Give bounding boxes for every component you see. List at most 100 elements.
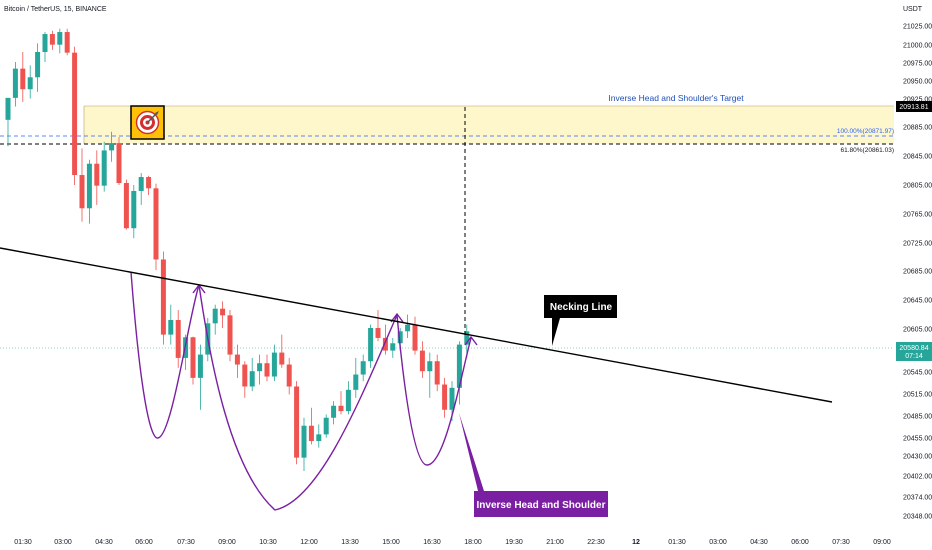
candle-body — [375, 327, 381, 338]
y-tick-label: 20430.00 — [903, 454, 932, 461]
current-price-tag: 20580.84 07:14 — [896, 342, 932, 361]
candle-body — [220, 308, 226, 316]
candle-body — [5, 97, 11, 120]
candle-body — [301, 425, 307, 458]
y-tick-label: 20975.00 — [903, 61, 932, 68]
candle-body — [442, 384, 448, 410]
x-tick-label: 01:30 — [668, 539, 686, 546]
y-tick-label: 20950.00 — [903, 79, 932, 86]
candle-body — [64, 32, 70, 53]
candle-body — [131, 190, 137, 229]
x-tick-label: 01:30 — [14, 539, 32, 546]
candle-body — [286, 364, 292, 387]
candle-body — [456, 344, 462, 388]
candle-body — [390, 343, 396, 351]
x-tick-label: 19:30 — [505, 539, 523, 546]
candle-body — [464, 331, 470, 345]
chart-title: Bitcoin / TetherUS, 15, BINANCE — [4, 6, 107, 13]
candle-body — [331, 405, 337, 418]
x-tick-label: 15:00 — [382, 539, 400, 546]
candle-body — [338, 405, 344, 412]
fib-100-label: 100.00%(20871.97) — [837, 128, 894, 135]
target-icon — [130, 105, 165, 140]
y-tick-label: 20515.00 — [903, 392, 932, 399]
x-tick-label: 06:00 — [135, 539, 153, 546]
candlestick-series — [5, 28, 470, 471]
y-tick-label: 20845.00 — [903, 154, 932, 161]
head-curve — [198, 284, 398, 511]
x-tick-label: 22:30 — [587, 539, 605, 546]
y-tick-label: 20885.00 — [903, 125, 932, 132]
right-shoulder-curve — [396, 314, 472, 466]
pattern-arrow-head-2 — [390, 312, 404, 323]
candle-body — [279, 352, 285, 365]
candle-body — [412, 324, 418, 351]
x-tick-label: 21:00 — [546, 539, 564, 546]
x-tick-label: 09:00 — [873, 539, 891, 546]
candle-body — [101, 150, 107, 186]
candle-body — [345, 389, 351, 412]
candle-body — [234, 354, 240, 365]
candle-body — [160, 259, 166, 335]
inverse-head-and-shoulders-pattern — [130, 271, 478, 511]
candle-body — [427, 361, 433, 372]
x-tick-label: 03:00 — [54, 539, 72, 546]
candle-body — [123, 183, 129, 229]
candle-body — [382, 337, 388, 351]
pattern-arrow-head-3 — [464, 335, 478, 346]
pattern-callout: Inverse Head and Shoulder — [459, 413, 608, 517]
candle-body — [353, 374, 359, 390]
x-tick-label: 07:30 — [177, 539, 195, 546]
candle-body — [49, 34, 55, 45]
y-tick-label: 20545.00 — [903, 370, 932, 377]
x-tick-label: 13:30 — [341, 539, 359, 546]
candle-body — [35, 52, 41, 78]
candle-body — [449, 387, 455, 410]
x-tick-label: 06:00 — [791, 539, 809, 546]
candle-body — [190, 337, 196, 378]
candle-body — [360, 361, 366, 375]
candle-body — [153, 188, 159, 260]
candle-body — [397, 331, 403, 344]
candle-body — [242, 364, 248, 387]
candle-body — [264, 363, 270, 377]
x-tick-label: 12 — [632, 539, 640, 546]
x-tick-label: 09:00 — [218, 539, 236, 546]
y-tick-label: 20485.00 — [903, 414, 932, 421]
x-tick-label: 03:00 — [709, 539, 727, 546]
y-axis-unit: USDT — [903, 6, 923, 13]
target-zone-label: Inverse Head and Shoulder's Target — [608, 93, 744, 103]
candle-body — [138, 177, 144, 191]
y-tick-label: 20455.00 — [903, 436, 932, 443]
candle-body — [27, 77, 33, 90]
candle-body — [271, 352, 277, 377]
candle-body — [79, 175, 85, 209]
candle-body — [316, 434, 322, 442]
necking-line — [0, 247, 833, 403]
y-tick-label: 20645.00 — [903, 298, 932, 305]
x-tick-label: 16:30 — [423, 539, 441, 546]
current-price-text: 20580.84 — [899, 345, 928, 352]
candle-body — [227, 315, 233, 355]
candle-body — [20, 68, 26, 90]
candle-body — [249, 371, 255, 387]
y-tick-label: 20402.00 — [903, 474, 932, 481]
candle-body — [12, 68, 18, 98]
x-axis: 01:30 03:00 04:30 06:00 07:30 09:00 10:30 12:00… — [14, 539, 891, 546]
candle-body — [57, 32, 63, 45]
target-price-tag: 20913.81 — [896, 101, 932, 112]
candle-body — [212, 308, 218, 324]
y-axis: 21025.00 21000.00 20975.00 20950.00 20925.00… — [903, 24, 932, 521]
candle-body — [146, 177, 152, 189]
x-tick-label: 12:00 — [300, 539, 318, 546]
y-tick-label: 20925.00 — [903, 97, 932, 104]
x-tick-label: 10:30 — [259, 539, 277, 546]
y-tick-label: 20605.00 — [903, 327, 932, 334]
candle-body — [72, 52, 78, 176]
y-tick-label: 20725.00 — [903, 241, 932, 248]
necking-line-callout: Necking Line — [544, 295, 617, 346]
candle-body — [86, 163, 92, 209]
y-tick-label: 20348.00 — [903, 514, 932, 521]
candle-body — [419, 350, 425, 372]
